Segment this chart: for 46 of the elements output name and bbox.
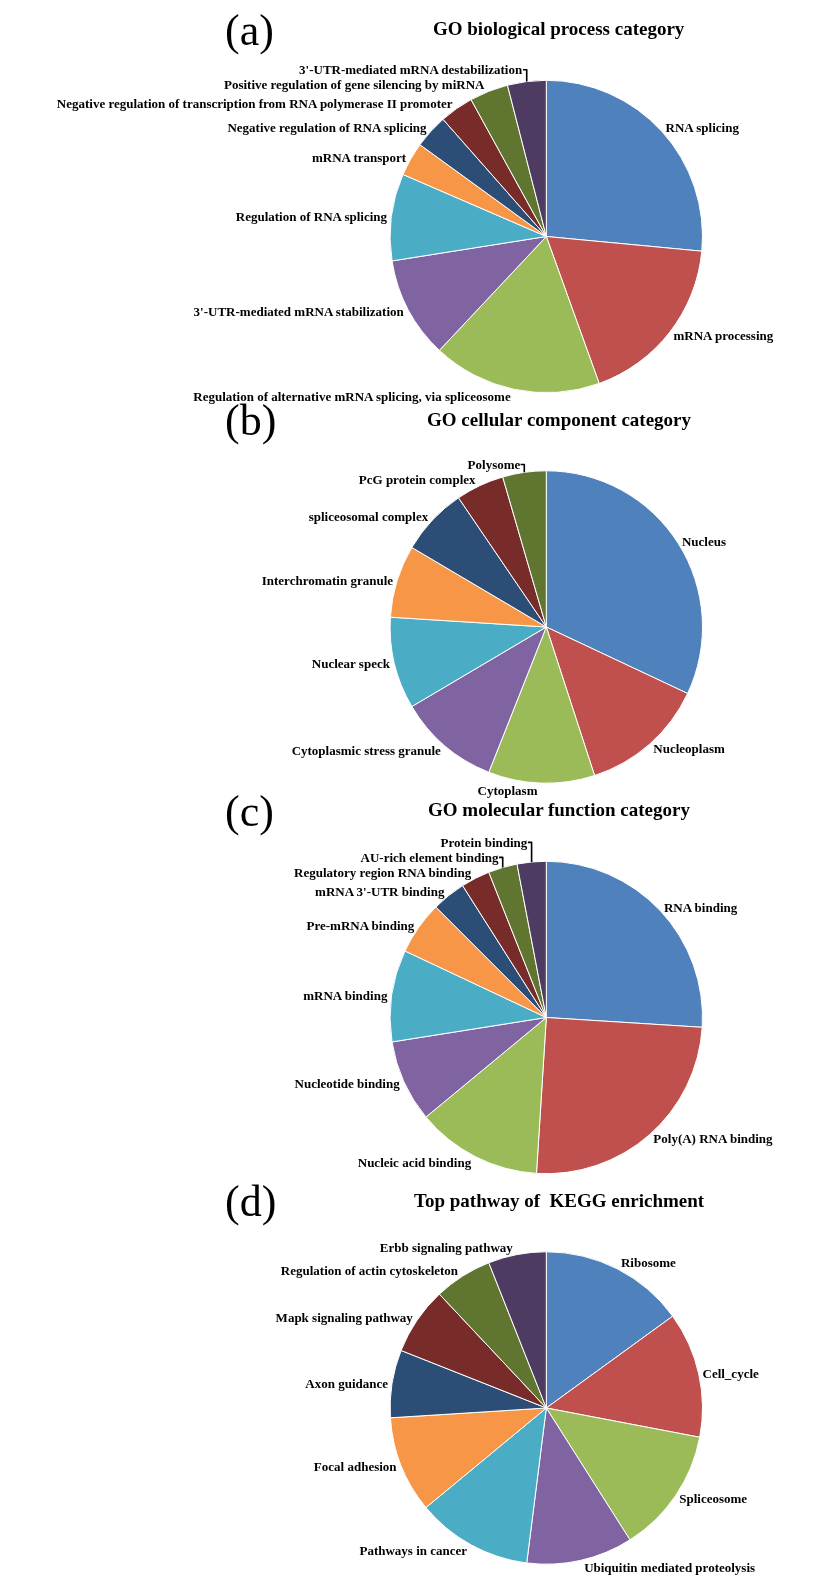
slice-label: Cytoplasmic stress granule (291, 742, 442, 758)
slice-label: RNA splicing (665, 120, 740, 136)
slice-label: RNA binding (663, 899, 738, 915)
slice-label: Nuclear speck (311, 656, 391, 672)
slice-label: 3'-UTR-mediated mRNA stabilization (193, 303, 405, 319)
slice-label: Cytoplasm (477, 783, 538, 799)
slice-label: Nucleotide binding (294, 1075, 401, 1091)
slice-label: Cell_cycle (702, 1366, 760, 1382)
slice-label: Pathways in cancer (359, 1543, 468, 1559)
slice-label: Poly(A) RNA binding (653, 1131, 774, 1147)
slice-label: Axon guidance (305, 1375, 389, 1391)
slice-label: Focal adhesion (313, 1459, 398, 1475)
slice-label: mRNA processing (673, 327, 774, 343)
slice-label: Ubiquitin mediated proteolysis (584, 1560, 756, 1576)
slice-label: Protein binding (440, 834, 528, 850)
text: (c) (225, 787, 274, 836)
slice-label: Positive regulation of gene silencing by miRNA (223, 77, 486, 93)
slice-label: Negative regulation of RNA splicing (227, 120, 428, 136)
slice-label: AU-rich element binding (360, 849, 499, 865)
text: (d) (225, 1177, 277, 1226)
slice-label: Negative regulation of transcription from RNA polymerase II promoter (56, 96, 453, 112)
chart-title: GO molecular function category (428, 799, 691, 820)
slice-label: Spliceosome (679, 1490, 748, 1506)
slice-label: Regulation of actin cytoskeleton (280, 1263, 459, 1279)
slice-label: Ribosome (620, 1255, 677, 1271)
slice-label: Nucleoplasm (653, 740, 726, 756)
slice-label: Regulation of alternative mRNA splicing, via spliceosome (193, 389, 511, 405)
chart-title: Top pathway of KEGG enrichment (414, 1190, 705, 1211)
slice-label: Nucleus (681, 533, 726, 549)
slice-label: Erbb signaling pathway (379, 1239, 514, 1255)
slice-label: Polysome (467, 457, 521, 473)
chart-title: GO cellular component category (427, 409, 692, 430)
slice-label: Nucleic acid binding (357, 1155, 472, 1171)
slice-label: Pre-mRNA binding (306, 917, 415, 933)
slice-label: mRNA binding (303, 987, 388, 1003)
slice-label: mRNA transport (311, 149, 407, 165)
slice-label: Regulation of RNA splicing (235, 209, 388, 225)
chart-title: GO biological process category (433, 18, 685, 39)
slice-label: mRNA 3'-UTR binding (315, 883, 445, 899)
slice-label: PcG protein complex (358, 472, 477, 488)
slice-label: 3'-UTR-mediated mRNA destabilization (299, 62, 523, 78)
slice-label: Mapk signaling pathway (275, 1310, 414, 1326)
text: (a) (225, 6, 274, 55)
slice-label: Interchromatin granule (261, 572, 394, 588)
slice-label: spliceosomal complex (308, 509, 429, 525)
slice-label: Regulatory region RNA binding (294, 864, 472, 880)
